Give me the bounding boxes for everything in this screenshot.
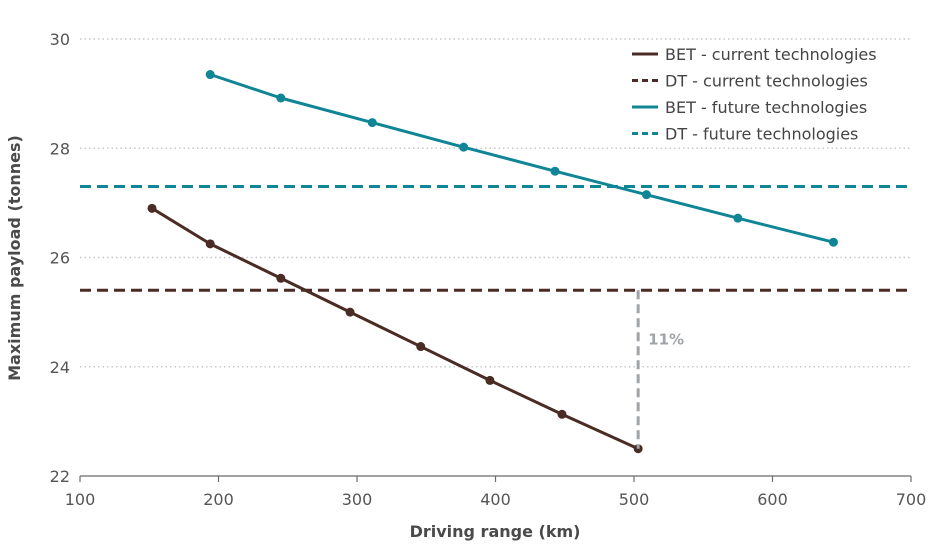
data-point [557,409,567,419]
legend-label: DT - future technologies [665,125,858,144]
data-point [641,190,651,200]
x-tick-label: 700 [896,490,927,509]
data-point [276,93,286,103]
y-tick-label: 22 [50,467,70,486]
data-point [367,118,377,128]
data-point [345,307,355,317]
legend: BET - current technologies DT - current t… [632,45,877,144]
x-tick-label: 400 [480,490,511,509]
x-tick-label: 200 [203,490,234,509]
y-tick-label: 28 [50,139,70,158]
data-point [416,342,426,352]
legend-label: BET - current technologies [665,45,877,64]
x-tick-label: 300 [342,490,373,509]
grid [80,38,911,368]
legend-item: DT - future technologies [632,125,858,144]
x-axis-title: Driving range (km) [410,522,581,541]
x-tick-label: 100 [65,490,96,509]
series [80,70,911,454]
x-tick-label: 500 [619,490,650,509]
data-point [733,213,743,223]
annotations: 11% [636,290,684,449]
data-point [276,273,286,283]
data-point [147,203,157,213]
y-axis-title: Maximum payload (tonnes) [5,135,24,381]
legend-item: BET - current technologies [632,45,877,64]
y-tick-label: 30 [50,30,70,49]
series-line [209,73,834,244]
series-0 [147,203,643,454]
data-point [205,239,215,249]
gap-annotation-label: 11% [648,330,684,348]
data-point [550,166,560,176]
data-point [205,70,215,80]
y-tick-label: 26 [50,249,70,268]
legend-item: DT - current technologies [632,72,868,91]
x-tick-label: 600 [757,490,788,509]
data-point [459,142,469,152]
y-tick-label: 24 [50,358,70,377]
data-point [485,375,495,385]
legend-label: BET - future technologies [665,98,867,117]
legend-item: BET - future technologies [632,98,867,117]
series-line [151,207,639,451]
legend-label: DT - current technologies [665,72,868,91]
series-2 [205,70,838,247]
data-point [828,237,838,247]
axes: 22 24 26 28 30 100 200 300 400 500 600 700 [50,30,927,509]
